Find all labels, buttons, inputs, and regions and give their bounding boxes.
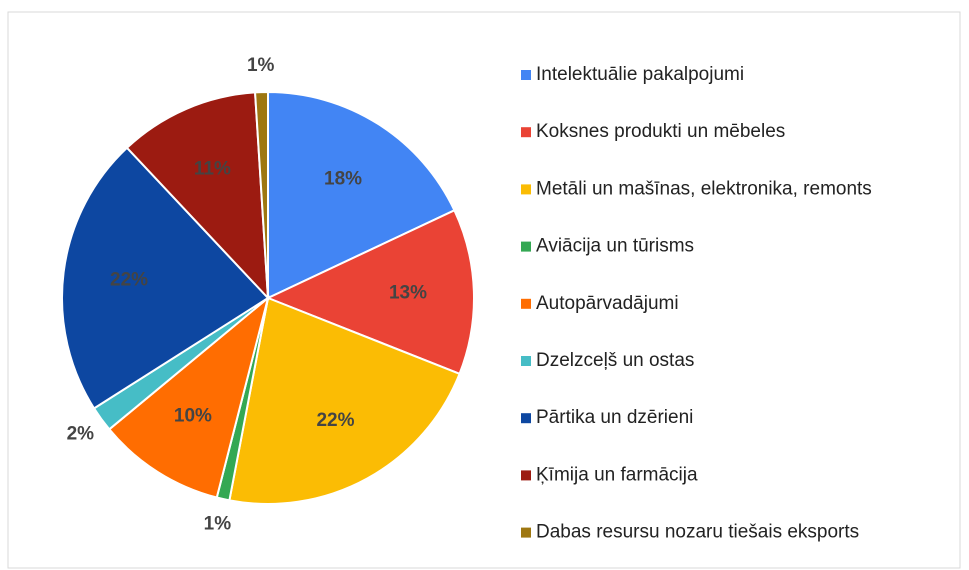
legend-swatch <box>521 470 531 481</box>
value-label: 1% <box>247 55 275 76</box>
pie-slice <box>107 295 270 499</box>
legend-label: Metāli un mašīnas, elektronika, remonts <box>536 178 872 199</box>
pie-slice <box>265 208 475 376</box>
legend-swatch <box>521 527 531 538</box>
legend-swatch <box>521 298 531 309</box>
pie-slice <box>61 146 270 410</box>
value-label: 22% <box>110 269 148 290</box>
legend-swatch <box>521 413 531 424</box>
pie-slice <box>254 90 269 299</box>
pie-slice <box>228 296 461 505</box>
legend-label: Aviācija un tūrisms <box>536 236 694 257</box>
legend-swatch <box>521 70 531 80</box>
legend-swatch <box>521 127 531 138</box>
legend-swatch <box>521 356 531 366</box>
value-label: 11% <box>194 158 231 179</box>
legend-swatch <box>521 241 531 252</box>
legend-label: Koksnes produkti un mēbeles <box>536 121 785 142</box>
legend-label: Pārtika un dzērieni <box>536 407 693 428</box>
value-label: 22% <box>316 410 354 431</box>
pie-slice <box>267 90 456 300</box>
legend-label: Dzelzceļš un ostas <box>536 350 694 371</box>
pie-slice <box>125 91 270 301</box>
legend-label: Ķīmija un farmācija <box>536 464 698 485</box>
value-label: 2% <box>67 423 95 444</box>
value-label: 1% <box>204 513 232 534</box>
value-label: 13% <box>389 283 427 304</box>
legend-label: Autopārvadājumi <box>536 293 679 314</box>
legend-label: Dabas resursu nozaru tiešais eksports <box>536 522 859 543</box>
value-label: 10% <box>174 405 212 426</box>
legend-label: Intelektuālie pakalpojumi <box>536 64 744 85</box>
legend-swatch <box>521 184 531 195</box>
value-label: 18% <box>324 169 362 190</box>
